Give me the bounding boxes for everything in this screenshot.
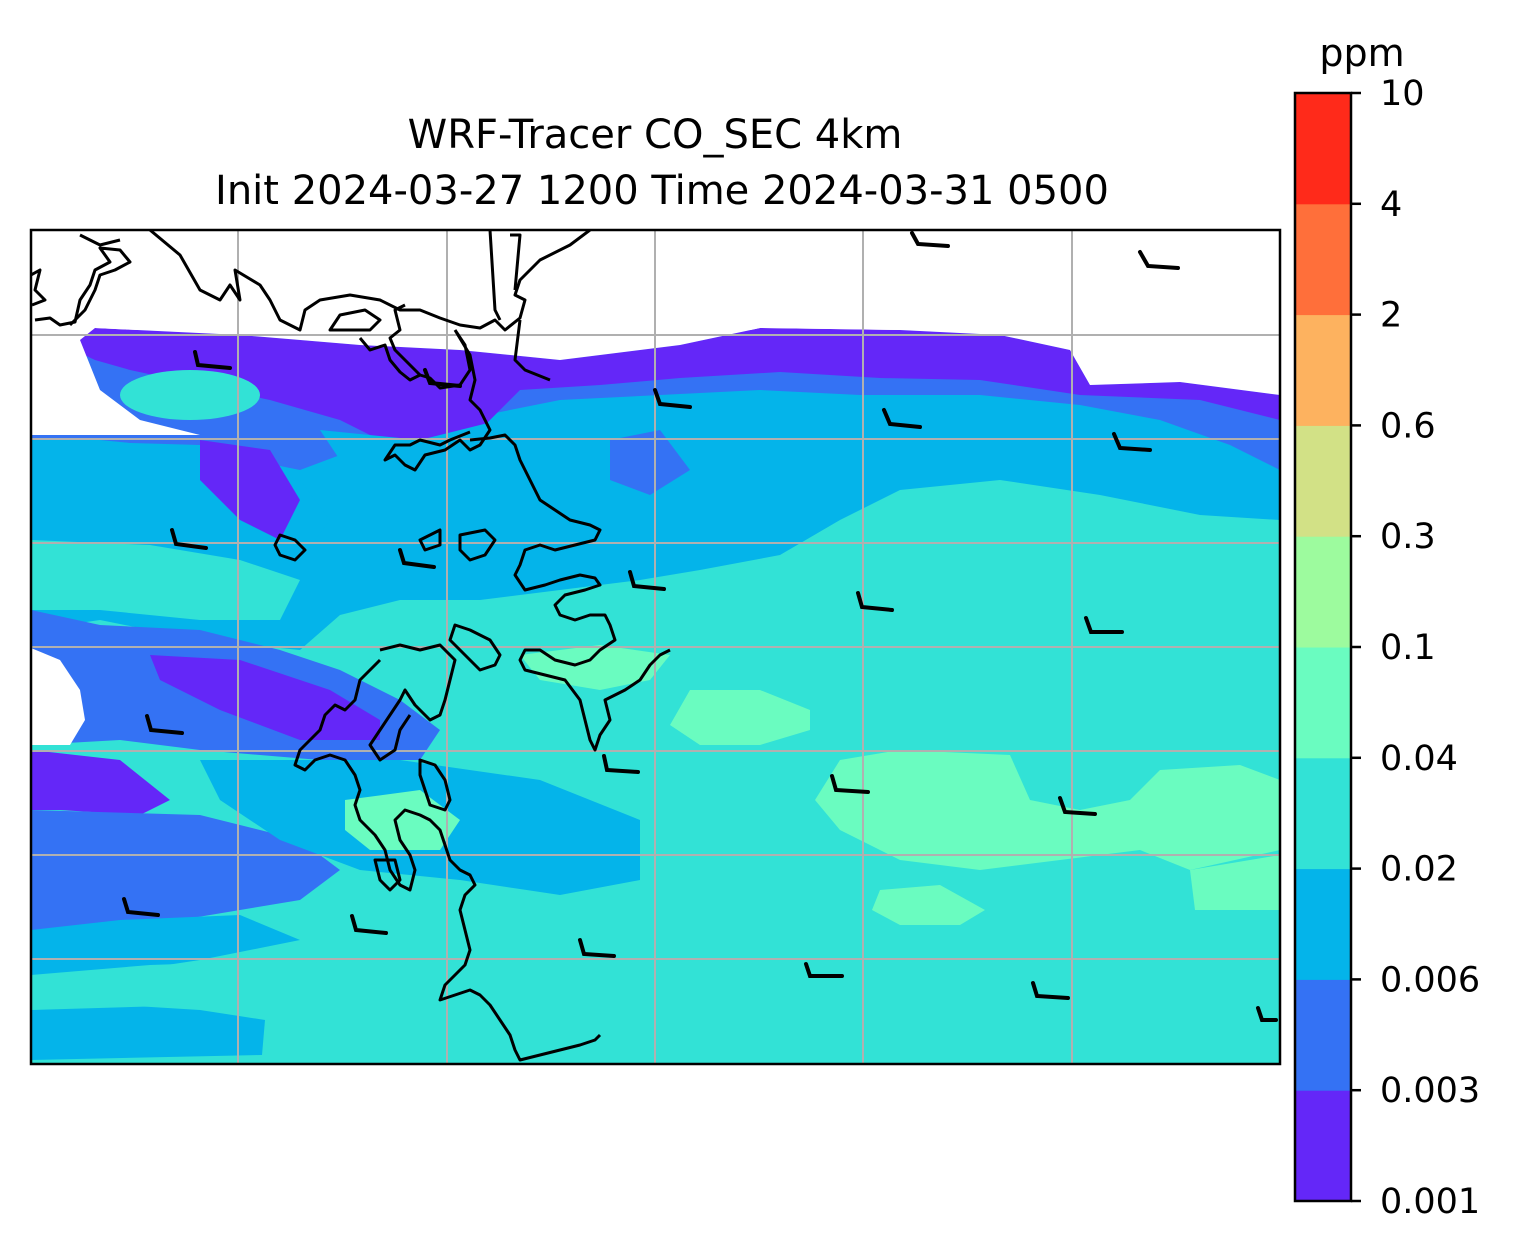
contour-blob-topleft (120, 370, 260, 420)
coastlines (31, 230, 671, 1062)
no-data-region-left (31, 648, 85, 745)
colorbar-tick-label: 0.04 (1380, 739, 1458, 779)
map-panel[interactable] (31, 230, 1280, 1064)
colorbar-segment (1295, 536, 1351, 648)
contour-green-patch-2 (670, 690, 810, 745)
colorbar-tick-label: 0.003 (1380, 1071, 1480, 1111)
colorbar-segment (1295, 1090, 1351, 1202)
colorbar-tick-label: 0.02 (1380, 850, 1458, 890)
contour-bottom-light (31, 960, 400, 1010)
colorbar-segment (1295, 868, 1351, 980)
contour-bottom-band (31, 1005, 265, 1060)
title-line-2: Init 2024-03-27 1200 Time 2024-03-31 050… (215, 168, 1109, 214)
contour-patch-blue-center (610, 430, 690, 495)
contour-left-band-6 (31, 750, 170, 815)
map-frame (29, 228, 1282, 1066)
colorbar-segment (1295, 979, 1351, 1091)
colorbar-segment (1295, 93, 1351, 205)
colorbar-segment (1295, 425, 1351, 537)
contour-left-band-7 (31, 810, 340, 930)
colorbar-segment (1295, 757, 1351, 870)
colorbar-ticks: 0.001 0.003 0.006 0.02 0.04 0.1 0.3 0.6 2 4 10 (1351, 74, 1480, 1222)
colorbar-unit-label: ppm (1319, 31, 1404, 75)
colorbar-tick-label: 4 (1380, 185, 1402, 225)
gridlines (31, 230, 1280, 1064)
contour-green-patch-5 (1190, 855, 1280, 910)
colorbar-tick-label: 0.006 (1380, 960, 1480, 1000)
colorbar-segment (1295, 314, 1351, 426)
colorbar-tick-label: 0.1 (1380, 628, 1436, 668)
colorbar (1295, 93, 1351, 1202)
colorbar-tick-label: 2 (1380, 296, 1402, 336)
colorbar-tick-label: 0.6 (1380, 406, 1436, 446)
colorbar-segment (1295, 647, 1351, 759)
contour-green-patch-4 (872, 885, 985, 925)
contour-left-band-3 (31, 540, 300, 620)
title-line-1: WRF-Tracer CO_SEC 4km (408, 112, 903, 158)
contour-green-patch-3 (815, 750, 1280, 870)
colorbar-tick-label: 0.3 (1380, 517, 1436, 557)
colorbar-tick-label: 0.001 (1380, 1182, 1480, 1222)
contour-band-top-purple (31, 328, 1280, 450)
colorbar-tick-label: 10 (1380, 74, 1425, 114)
wind-barbs (122, 231, 1278, 1022)
contour-left-band-2 (200, 440, 300, 540)
colorbar-segment (1295, 203, 1351, 316)
